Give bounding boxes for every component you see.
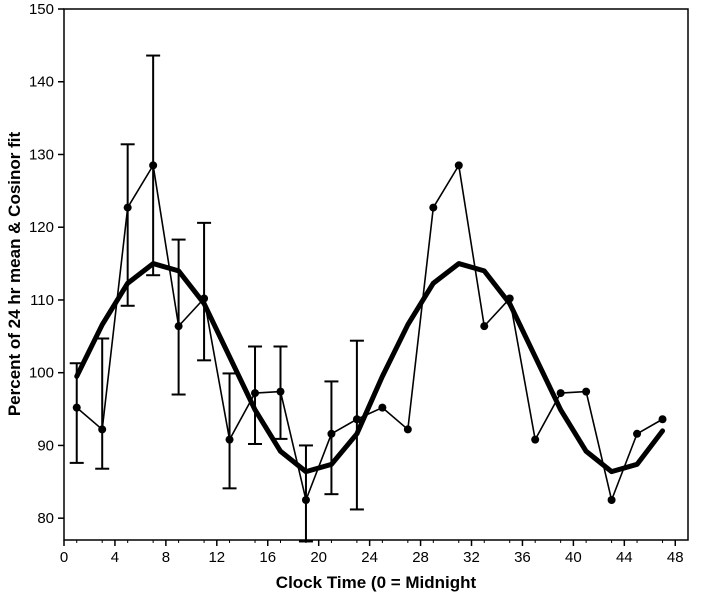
y-tick-label: 150	[29, 1, 54, 18]
y-tick-label: 80	[37, 510, 54, 527]
x-tick-label: 44	[616, 549, 633, 566]
data-point	[200, 294, 209, 303]
y-tick-label: 130	[29, 146, 54, 163]
data-point	[149, 161, 158, 170]
data-point	[403, 425, 412, 434]
data-point	[556, 389, 565, 398]
x-tick-label: 8	[162, 549, 170, 566]
x-tick-label: 48	[667, 549, 684, 566]
y-axis: 80 90 100 110 120 130 140 150	[29, 1, 64, 527]
series-layer	[72, 161, 667, 504]
data-point	[327, 429, 336, 438]
x-tick-label: 20	[310, 549, 327, 566]
data-point	[174, 322, 183, 331]
data-point	[378, 403, 387, 412]
x-tick-label: 36	[514, 549, 531, 566]
data-point	[454, 161, 463, 170]
y-tick-label: 100	[29, 365, 54, 382]
data-point	[658, 415, 667, 424]
data-point	[72, 403, 81, 412]
data-point	[301, 495, 310, 504]
x-axis-title: Clock Time (0 = Midnight	[276, 573, 477, 592]
x-tick-label: 0	[60, 549, 68, 566]
x-tick-label: 4	[111, 549, 119, 566]
x-axis: 0 4 8 12 16 20 24 28 32 36 40 44 48	[60, 540, 684, 566]
y-tick-label: 140	[29, 74, 54, 91]
y-tick-label: 120	[29, 219, 54, 236]
x-tick-label: 28	[412, 549, 429, 566]
data-point	[607, 495, 616, 504]
data-point	[531, 435, 540, 444]
x-tick-label: 40	[565, 549, 582, 566]
data-point	[225, 435, 234, 444]
x-tick-label: 24	[361, 549, 378, 566]
error-bars	[69, 54, 364, 543]
data-point	[98, 425, 107, 434]
data-point	[123, 203, 132, 212]
data-point	[480, 322, 489, 331]
x-tick-label: 16	[259, 549, 276, 566]
y-tick-label: 110	[30, 292, 54, 309]
data-point	[429, 203, 438, 212]
x-tick-label: 32	[463, 549, 480, 566]
data-point	[276, 387, 285, 396]
data-point	[505, 294, 514, 303]
y-axis-title: Percent of 24 hr mean & Cosinor fit	[5, 131, 24, 416]
series-line-cosinor-fit	[74, 261, 666, 475]
data-point	[352, 415, 361, 424]
y-tick-label: 90	[37, 437, 54, 454]
data-point	[251, 389, 260, 398]
x-tick-label: 12	[208, 549, 225, 566]
series-line-observed	[76, 164, 663, 501]
data-point	[582, 387, 591, 396]
data-point	[633, 429, 642, 438]
plot-area-frame	[63, 8, 689, 541]
